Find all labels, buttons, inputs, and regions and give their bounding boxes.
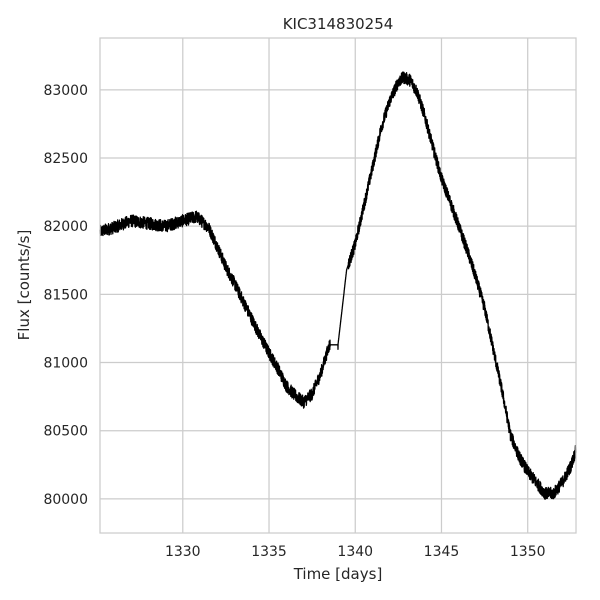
plot-frame [99, 37, 577, 534]
y-tick-labels: 80000 80500 81000 81500 82000 82500 83000 [43, 83, 88, 508]
x-gridlines [182, 38, 529, 533]
y-gridlines [100, 89, 576, 500]
x-tick-label: 1345 [424, 544, 460, 560]
y-tick-label: 81000 [43, 356, 88, 372]
y-tick-label: 81500 [43, 287, 88, 303]
x-tick-label: 1335 [251, 544, 287, 560]
x-tick-label: 1330 [165, 544, 201, 560]
chart-title: KIC314830254 [283, 15, 394, 33]
x-tick-label: 1350 [510, 544, 546, 560]
y-tick-label: 80500 [43, 424, 88, 440]
series-layer [99, 71, 577, 500]
x-tick-label: 1340 [337, 544, 373, 560]
y-tick-label: 82500 [43, 151, 88, 167]
x-axis-title: Time [days] [293, 565, 383, 583]
y-tick-label: 80000 [43, 492, 88, 508]
y-tick-label: 82000 [43, 219, 88, 235]
flux-series-line [99, 71, 577, 500]
x-tick-labels: 1330 1335 1340 1345 1350 [165, 544, 546, 560]
y-tick-label: 83000 [43, 83, 88, 99]
y-axis-title: Flux [counts/s] [15, 230, 33, 341]
